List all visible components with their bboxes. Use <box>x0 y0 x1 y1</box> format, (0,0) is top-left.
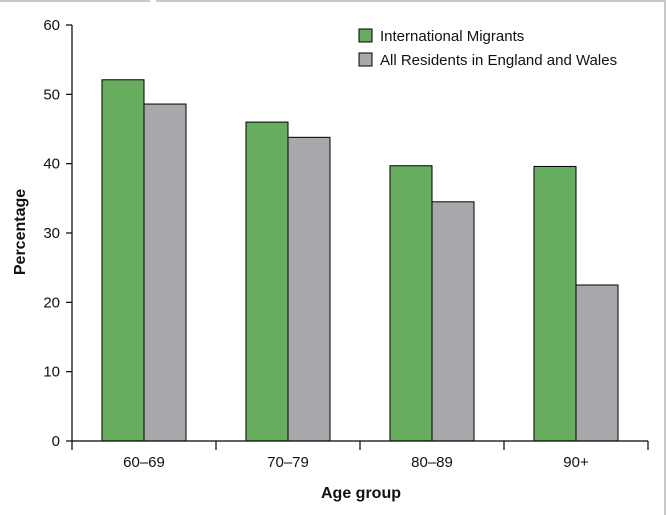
y-axis-title: Percentage <box>12 189 29 275</box>
y-tick-label: 40 <box>43 156 60 173</box>
y-tick-label: 20 <box>43 294 60 311</box>
x-tick-label: 60–69 <box>123 454 165 471</box>
y-tick-label: 0 <box>52 433 60 450</box>
bar-international-migrants <box>101 79 145 442</box>
legend-swatch-all-residents <box>358 52 373 67</box>
bar-all-residents <box>143 103 187 442</box>
bar-all-residents <box>431 201 475 442</box>
legend-swatch-international-migrants <box>358 28 373 43</box>
y-axis-ticks: 0 10 20 30 40 50 60 <box>43 17 72 450</box>
x-axis-title: Age group <box>321 485 401 502</box>
legend: International Migrants All Residents in … <box>358 28 617 69</box>
legend-label-all-residents: All Residents in England and Wales <box>380 52 617 69</box>
y-tick-label: 50 <box>43 86 60 103</box>
bar-all-residents <box>575 284 619 442</box>
x-tick-label: 80–89 <box>411 454 453 471</box>
bar-all-residents <box>287 136 331 442</box>
x-tick-label: 70–79 <box>267 454 309 471</box>
x-axis-ticks: 60–69 70–79 80–89 90+ <box>71 441 649 471</box>
legend-label-international-migrants: International Migrants <box>380 28 524 45</box>
bars <box>101 79 619 442</box>
y-tick-label: 60 <box>43 17 60 34</box>
bar-international-migrants <box>389 165 433 442</box>
y-tick-label: 30 <box>43 225 60 242</box>
bar-international-migrants <box>245 121 289 442</box>
bar-international-migrants <box>533 165 577 442</box>
y-tick-label: 10 <box>43 364 60 381</box>
x-tick-label: 90+ <box>563 454 589 471</box>
